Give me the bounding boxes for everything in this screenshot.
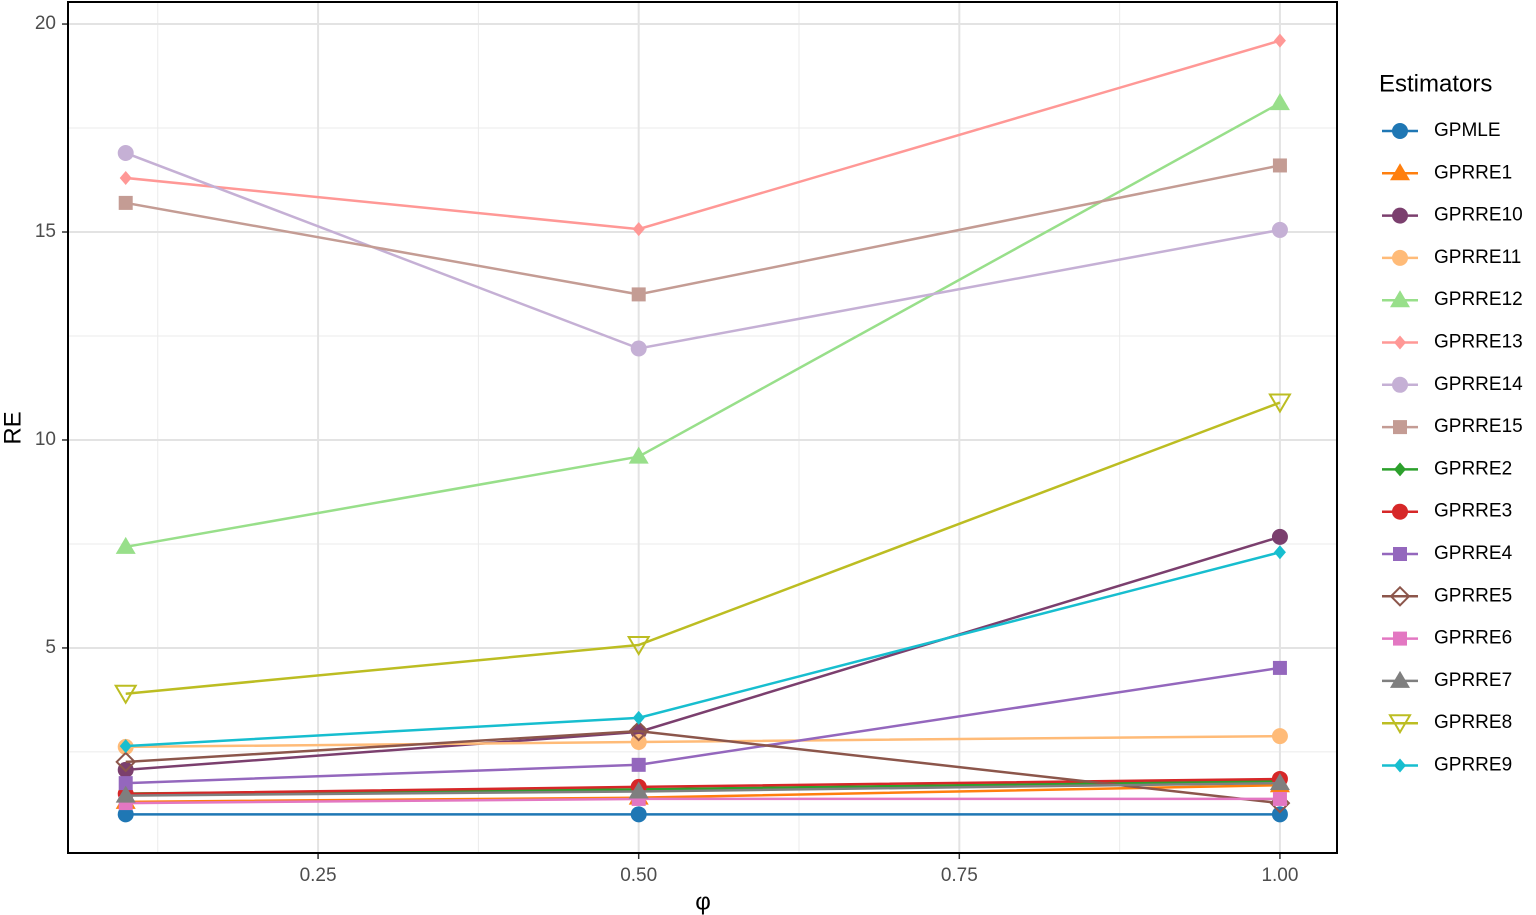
legend-marker: [1392, 207, 1408, 224]
marker: [628, 720, 650, 742]
marker: [1269, 773, 1290, 791]
legend-marker: [1394, 758, 1406, 773]
legend-label: GPRRE1: [1434, 162, 1512, 183]
legend-marker: [1389, 585, 1411, 607]
x-tick-label: 1.00: [1261, 865, 1298, 886]
marker: [118, 195, 133, 210]
y-tick-label: 15: [35, 221, 56, 242]
legend-marker: [1392, 376, 1408, 393]
legend-marker: [1393, 631, 1407, 646]
marker: [630, 806, 647, 823]
series: [119, 545, 1286, 754]
marker: [118, 776, 133, 791]
plot-border: [67, 1, 1338, 854]
series-line: [125, 401, 1281, 695]
series: [117, 806, 1288, 823]
legend-marker: [1394, 462, 1406, 477]
series-line: [125, 151, 1281, 350]
legend-label: GPRRE9: [1434, 755, 1512, 776]
marker: [1271, 221, 1288, 238]
marker: [1271, 806, 1288, 823]
marker: [1273, 545, 1286, 560]
marker: [1271, 728, 1288, 745]
legend-label: GPRRE10: [1434, 205, 1523, 226]
x-axis-title: φ: [695, 888, 711, 915]
marker: [632, 222, 645, 237]
marker: [1269, 93, 1290, 111]
series-line: [125, 535, 1281, 772]
legend-marker: [1394, 335, 1406, 350]
series: [117, 144, 1288, 357]
series-line: [125, 666, 1281, 785]
legend-marker: [1392, 123, 1408, 139]
series-line: [125, 551, 1281, 748]
marker: [628, 781, 649, 799]
marker: [631, 287, 646, 302]
marker: [1272, 158, 1287, 173]
marker: [626, 636, 651, 657]
legend-label: GPRRE15: [1434, 416, 1523, 437]
legend-marker: [1390, 290, 1410, 308]
marker: [115, 536, 136, 554]
marker: [1268, 393, 1292, 414]
marker: [119, 739, 132, 754]
marker: [628, 446, 649, 464]
marker: [119, 170, 132, 185]
series: [115, 720, 1291, 814]
legend-label: GPRRE7: [1434, 670, 1512, 691]
series: [119, 33, 1286, 237]
legend-marker: [1393, 420, 1407, 435]
legend-label: GPRRE2: [1434, 458, 1512, 479]
marker: [1273, 33, 1286, 48]
series-line: [125, 101, 1281, 549]
legend-marker: [1392, 503, 1408, 520]
legend-title: Estimators: [1379, 70, 1492, 97]
marker: [630, 340, 647, 357]
legend-marker: [1390, 670, 1410, 688]
x-tick-label: 0.50: [620, 865, 657, 886]
legend-marker: [1390, 163, 1410, 181]
legend-label: GPRRE3: [1434, 501, 1512, 522]
legend-label: GPRRE14: [1434, 374, 1523, 395]
marker: [113, 684, 138, 705]
y-tick-label: 20: [35, 13, 56, 34]
series: [115, 93, 1290, 554]
legend-label: GPRRE11: [1434, 247, 1521, 268]
marker: [1272, 791, 1287, 806]
legend-label: GPRRE12: [1434, 289, 1523, 310]
legend-label: GPRRE13: [1434, 332, 1523, 353]
x-tick-label: 0.75: [941, 865, 978, 886]
legend-marker: [1388, 714, 1412, 735]
marker: [117, 144, 134, 161]
marker: [1271, 528, 1288, 545]
marker: [632, 710, 645, 725]
y-tick-label: 5: [45, 637, 56, 658]
x-tick-label: 0.25: [300, 865, 337, 886]
legend-marker: [1392, 249, 1408, 266]
marker: [117, 806, 134, 823]
series-line: [125, 164, 1281, 296]
legend-label: GPRRE4: [1434, 543, 1513, 564]
marker: [631, 757, 646, 772]
legend-label: GPRRE5: [1434, 585, 1512, 606]
marker: [115, 785, 136, 803]
legend-marker: [1393, 547, 1407, 561]
legend-label: GPRRE6: [1434, 628, 1512, 649]
series: [118, 158, 1287, 302]
y-axis-title: RE: [0, 411, 26, 444]
legend-label: GPMLE: [1434, 120, 1501, 141]
y-tick-label: 10: [35, 429, 56, 450]
marker: [630, 733, 647, 750]
series: [115, 773, 1290, 803]
series-line: [125, 729, 1281, 805]
marker: [115, 751, 137, 773]
marker: [1272, 660, 1287, 675]
series: [113, 393, 1292, 705]
series: [118, 660, 1287, 791]
legend-label: GPRRE8: [1434, 712, 1512, 733]
